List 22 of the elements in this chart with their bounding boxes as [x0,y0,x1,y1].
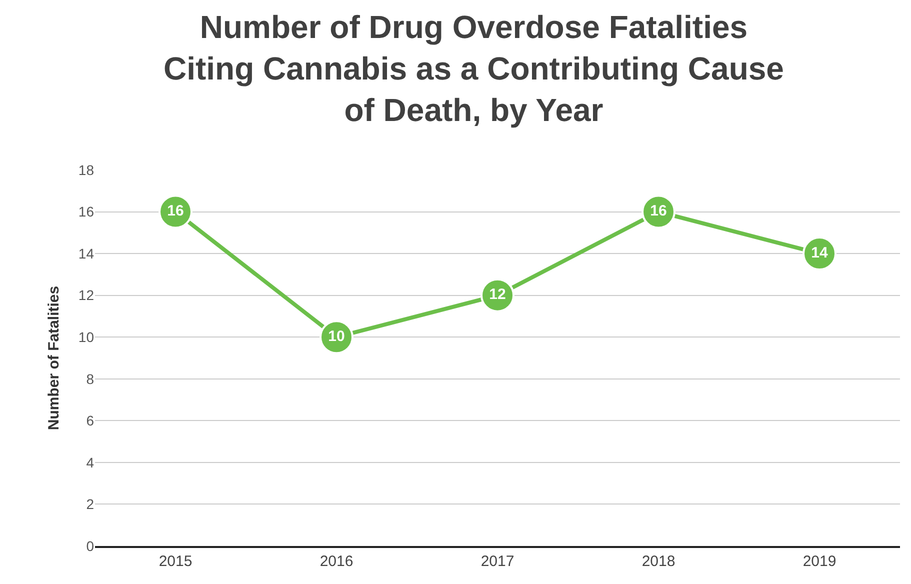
y-tick-label: 18 [78,162,94,178]
data-label: 16 [650,202,667,220]
x-tick-label: 2019 [802,553,836,570]
data-label: 12 [489,286,506,304]
y-tick-label: 12 [78,287,94,304]
x-tick-label: 2015 [158,553,192,570]
x-tick-label: 2018 [642,553,676,570]
x-tick-label: 2016 [320,553,354,570]
data-label: 10 [328,328,345,345]
data-label: 16 [167,202,184,220]
y-tick-label: 2 [86,496,94,512]
x-tick-label: 2017 [480,553,514,570]
data-label: 14 [811,244,828,262]
chart-title: Number of Drug Overdose Fatalities Citing Cannabis as a Contributing Cause of Death, by Year [163,8,784,128]
y-tick-label: 4 [86,454,94,470]
y-tick-label: 0 [86,538,94,554]
y-tick-label: 6 [86,412,94,429]
y-tick-label: 14 [78,245,94,262]
y-tick-label: 10 [78,329,94,346]
y-axis-title: Number of Fatalities [46,286,63,430]
y-tick-label: 8 [86,370,94,387]
y-tick-label: 16 [78,204,94,220]
